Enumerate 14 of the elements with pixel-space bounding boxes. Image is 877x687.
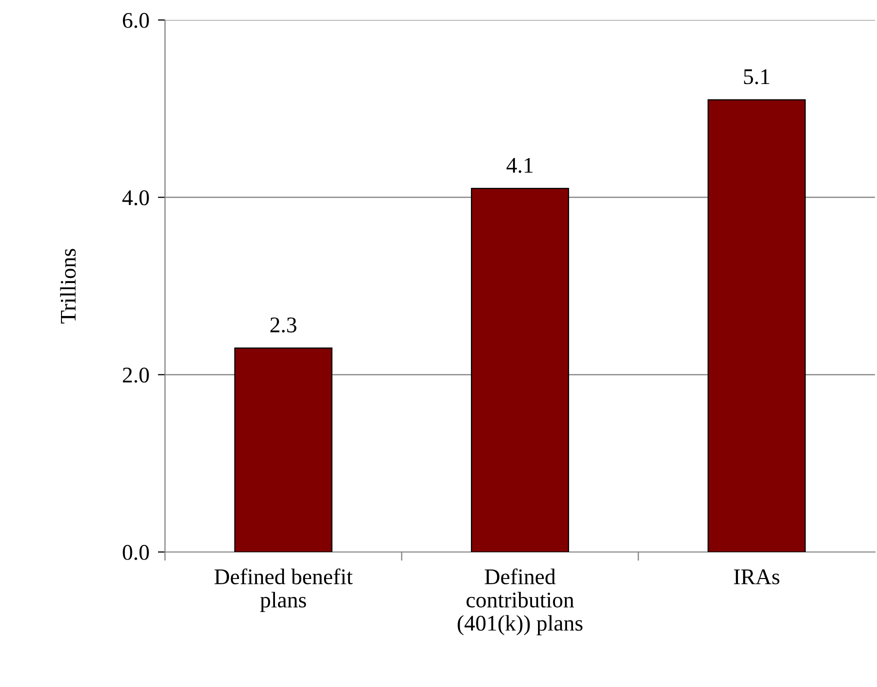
data-label: 5.1: [744, 69, 770, 84]
bar: [470, 188, 570, 552]
y-tick-label: 2.0: [122, 368, 149, 383]
x-tick-label: IRAs: [734, 569, 780, 584]
x-tick-label: Defined benefit plans: [214, 568, 353, 612]
y-tick-label: 4.0: [122, 190, 149, 206]
y-tick-label: 6.0: [122, 12, 149, 28]
y-axis-title: Trillions: [60, 248, 76, 324]
x-tick-label: Defined contribution (401(k)) plans: [458, 568, 582, 636]
data-label: 4.1: [506, 158, 533, 173]
data-label: 2.3: [270, 318, 296, 333]
y-tick-label: 0.0: [122, 544, 149, 560]
bar: [234, 348, 332, 552]
bar: [708, 99, 806, 552]
